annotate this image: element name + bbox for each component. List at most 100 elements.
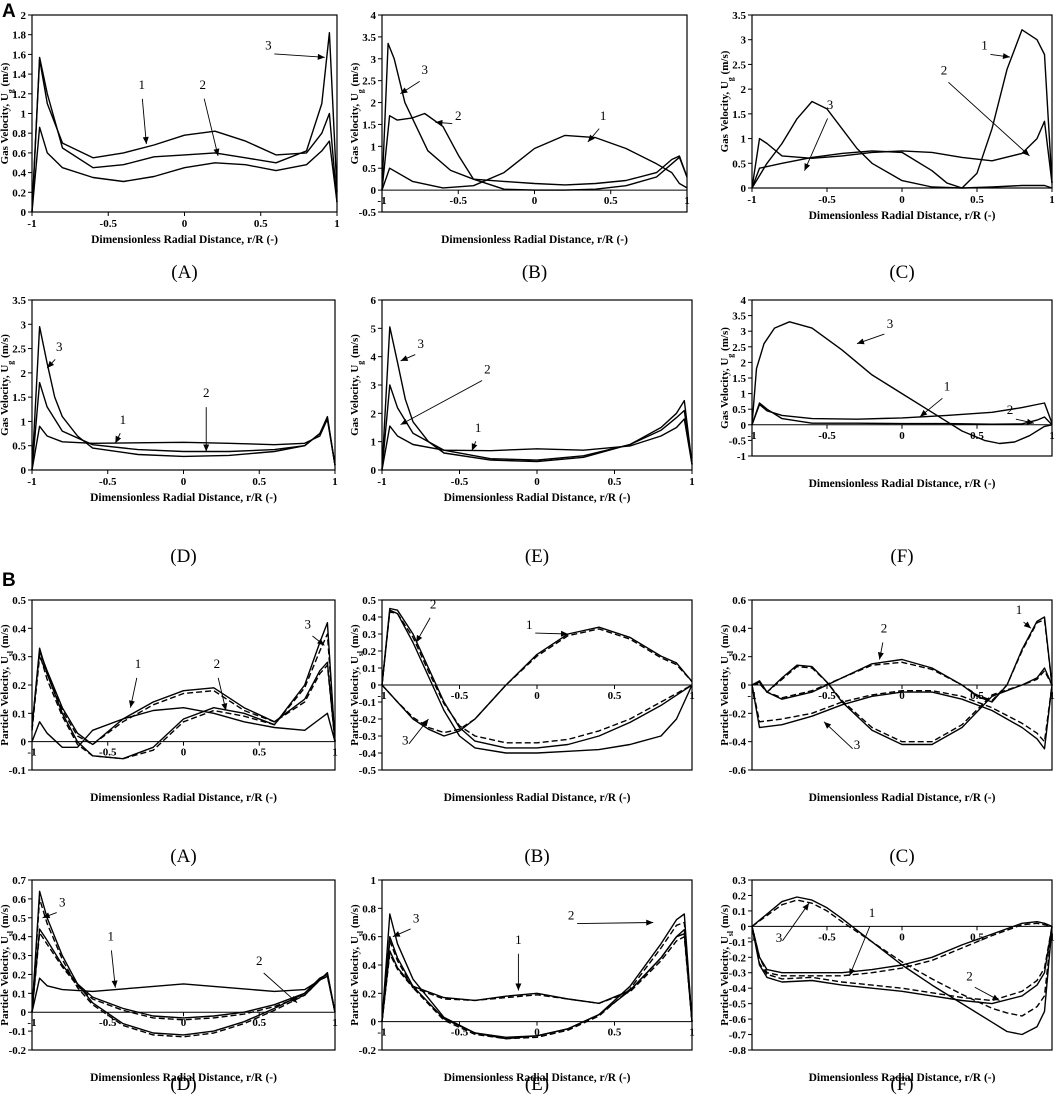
curve-label-3: 3 xyxy=(56,339,63,354)
y-axis-label: Gas Velocity, Ug (m/s) xyxy=(0,334,15,436)
curve-label-1: 1 xyxy=(869,905,876,920)
y-axis-label: Particle Velocity, Usl (m/s) xyxy=(349,904,365,1026)
panel-title: (E) xyxy=(525,1074,549,1095)
y-tick-label: 4 xyxy=(741,295,747,307)
x-tick-label: -1 xyxy=(747,690,756,702)
series-line-1 xyxy=(751,29,1053,189)
x-tick-label: 0 xyxy=(899,430,905,442)
arrow-head xyxy=(435,119,443,126)
y-tick-label: 4 xyxy=(371,10,377,22)
arrow-head xyxy=(317,638,325,646)
y-tick-label: 1.5 xyxy=(362,119,376,131)
y-tick-label: 0.2 xyxy=(362,646,376,658)
panel-title: (D) xyxy=(170,1074,196,1095)
x-tick-label: -0.5 xyxy=(99,476,117,488)
y-tick-label: 3.5 xyxy=(732,311,746,323)
annotation-arrow xyxy=(400,380,483,426)
arrow-head xyxy=(111,980,118,988)
y-axis-label: Gas Velocity, Ug (m/s) xyxy=(349,334,365,436)
y-tick-label: 0.6 xyxy=(12,894,26,906)
y-tick-label: 0.2 xyxy=(362,988,376,1000)
y-tick-label: 2 xyxy=(21,368,27,380)
x-tick-label: 1 xyxy=(1049,690,1055,702)
y-tick-label: 1.4 xyxy=(12,69,26,81)
y-tick-label: 0.3 xyxy=(12,652,26,664)
y-tick-label: -0.2 xyxy=(359,714,377,726)
arrow-head xyxy=(857,338,865,345)
arrow-head xyxy=(471,443,478,451)
arrow-head xyxy=(515,983,522,991)
series-line-2 xyxy=(751,664,1053,746)
y-tick-label: 3 xyxy=(21,319,27,331)
y-axis-label: Gas Velocity, Ug (m/s) xyxy=(719,50,735,152)
y-tick-label: 0.8 xyxy=(362,903,376,915)
series-line-2 xyxy=(751,120,1053,189)
y-tick-label: 1 xyxy=(371,437,377,449)
y-tick-label: 0.2 xyxy=(12,187,26,199)
y-tick-label: -0.2 xyxy=(9,1045,27,1057)
curve-label-2: 2 xyxy=(430,597,437,612)
y-tick-label: 1 xyxy=(21,416,27,428)
arrow-head xyxy=(221,702,228,711)
y-tick-label: -0.6 xyxy=(729,1014,747,1026)
curve-label-1: 1 xyxy=(108,928,115,943)
x-tick-label: 1 xyxy=(689,1027,695,1039)
plot-frame xyxy=(31,879,336,1051)
x-tick-label: 0 xyxy=(899,194,905,206)
series-line-2-dashed xyxy=(31,633,336,760)
x-tick-label: 0.5 xyxy=(608,1027,622,1039)
arrow-head xyxy=(400,87,408,94)
series-line-2-dashed xyxy=(381,611,693,744)
y-tick-label: 1 xyxy=(21,109,27,121)
x-tick-label: 0 xyxy=(532,195,538,207)
arrow-head xyxy=(142,136,149,145)
x-axis-label: Dimensionless Radial Distance, r/R (-) xyxy=(809,210,996,222)
y-tick-label: -0.6 xyxy=(729,765,747,777)
y-tick-label: 0 xyxy=(371,1017,377,1029)
panel-title: (D) xyxy=(170,546,196,567)
x-tick-label: -0.5 xyxy=(818,931,836,943)
series-line-3 xyxy=(31,126,338,213)
y-tick-label: -0.2 xyxy=(729,708,747,720)
arrow-head xyxy=(317,53,325,60)
series-line-2 xyxy=(31,928,336,1019)
y-axis-label: Particle Velocity, Usl (m/s) xyxy=(0,904,15,1026)
y-tick-label: 0.5 xyxy=(362,163,376,175)
y-tick-label: -0.4 xyxy=(359,748,377,760)
y-tick-label: 0.4 xyxy=(12,168,26,180)
y-tick-label: 0 xyxy=(21,465,27,477)
x-tick-label: -1 xyxy=(747,430,756,442)
panel-title: (B) xyxy=(522,262,547,283)
series-line-2-dashed xyxy=(751,665,1053,743)
series-line-2 xyxy=(31,32,338,213)
y-tick-label: 0.8 xyxy=(12,128,26,140)
y-tick-label: 0.2 xyxy=(12,969,26,981)
y-tick-label: -0.7 xyxy=(729,1030,747,1042)
y-tick-label: 0 xyxy=(371,185,377,197)
x-tick-label: -0.5 xyxy=(100,218,118,230)
curve-label-2: 2 xyxy=(881,621,888,636)
series-line-1-dashed xyxy=(381,628,693,734)
series-line-1 xyxy=(31,971,336,1013)
arrow-head xyxy=(560,630,568,637)
x-tick-label: -0.5 xyxy=(818,690,836,702)
y-tick-label: 0.5 xyxy=(12,595,26,607)
arrow-head xyxy=(392,931,401,937)
x-tick-label: -0.5 xyxy=(450,195,468,207)
y-tick-label: 0.2 xyxy=(12,680,26,692)
y-tick-label: 1.5 xyxy=(732,109,746,121)
panel-title: (A) xyxy=(170,846,196,867)
y-tick-label: -0.1 xyxy=(359,697,376,709)
x-tick-label: 0 xyxy=(899,931,905,943)
arrow-head xyxy=(802,903,809,911)
curve-label-2: 2 xyxy=(455,108,462,123)
x-tick-label: 0.5 xyxy=(254,218,268,230)
curve-label-3: 3 xyxy=(854,737,861,752)
y-tick-label: -0.5 xyxy=(729,999,747,1011)
series-line-3 xyxy=(751,321,1053,445)
x-tick-label: -1 xyxy=(377,690,386,702)
x-tick-label: 0 xyxy=(181,747,187,759)
x-tick-label: -1 xyxy=(377,1027,386,1039)
y-tick-label: 0 xyxy=(741,420,747,432)
